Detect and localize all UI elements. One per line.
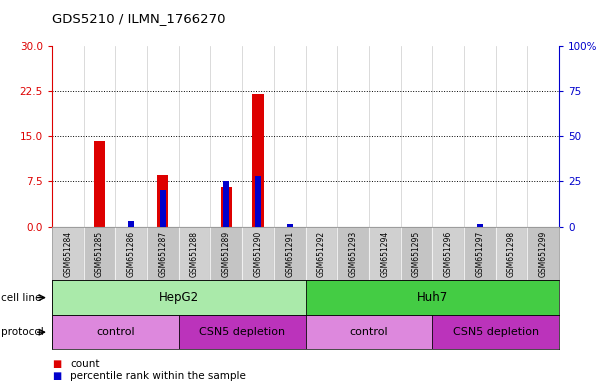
Text: ■: ■: [52, 371, 61, 381]
Text: GSM651287: GSM651287: [158, 231, 167, 277]
Text: GSM651294: GSM651294: [380, 231, 389, 277]
Text: HepG2: HepG2: [159, 291, 199, 304]
Bar: [337, 227, 369, 280]
Text: GSM651286: GSM651286: [126, 231, 136, 277]
Bar: [94, 141, 105, 227]
Text: GSM651291: GSM651291: [285, 231, 294, 277]
Bar: [527, 227, 559, 280]
Bar: [401, 227, 433, 280]
Text: GDS5210 / ILMN_1766270: GDS5210 / ILMN_1766270: [52, 12, 225, 25]
FancyBboxPatch shape: [433, 315, 559, 349]
FancyBboxPatch shape: [306, 280, 559, 315]
Bar: [128, 221, 134, 227]
FancyBboxPatch shape: [179, 315, 306, 349]
Text: GSM651284: GSM651284: [64, 231, 72, 277]
Bar: [84, 227, 115, 280]
Bar: [274, 227, 306, 280]
Bar: [242, 227, 274, 280]
Bar: [477, 224, 483, 227]
Bar: [287, 224, 293, 227]
Bar: [157, 175, 169, 227]
Bar: [221, 187, 232, 227]
Text: GSM651296: GSM651296: [444, 231, 453, 277]
Bar: [179, 227, 210, 280]
Text: CSN5 depletion: CSN5 depletion: [199, 327, 285, 337]
FancyBboxPatch shape: [52, 280, 306, 315]
Bar: [255, 176, 261, 227]
Text: GSM651285: GSM651285: [95, 231, 104, 277]
Text: GSM651297: GSM651297: [475, 231, 485, 277]
Text: GSM651295: GSM651295: [412, 231, 421, 277]
FancyBboxPatch shape: [306, 315, 433, 349]
Text: Huh7: Huh7: [417, 291, 448, 304]
Text: GSM651299: GSM651299: [539, 231, 547, 277]
Text: control: control: [96, 327, 134, 337]
Text: protocol: protocol: [1, 327, 44, 337]
Text: GSM651289: GSM651289: [222, 231, 231, 277]
Text: ■: ■: [52, 359, 61, 369]
Bar: [160, 190, 166, 227]
Text: GSM651290: GSM651290: [254, 231, 263, 277]
Bar: [433, 227, 464, 280]
Bar: [210, 227, 242, 280]
Text: GSM651292: GSM651292: [317, 231, 326, 277]
Text: count: count: [70, 359, 100, 369]
Bar: [252, 94, 263, 227]
Bar: [496, 227, 527, 280]
Bar: [224, 182, 229, 227]
Bar: [147, 227, 179, 280]
Bar: [115, 227, 147, 280]
Text: control: control: [349, 327, 388, 337]
Bar: [306, 227, 337, 280]
Text: GSM651293: GSM651293: [348, 231, 357, 277]
Bar: [464, 227, 496, 280]
Bar: [369, 227, 401, 280]
Text: cell line: cell line: [1, 293, 42, 303]
Text: GSM651288: GSM651288: [190, 231, 199, 277]
Bar: [52, 227, 84, 280]
FancyBboxPatch shape: [52, 315, 179, 349]
Text: percentile rank within the sample: percentile rank within the sample: [70, 371, 246, 381]
Text: GSM651298: GSM651298: [507, 231, 516, 277]
Text: CSN5 depletion: CSN5 depletion: [453, 327, 539, 337]
